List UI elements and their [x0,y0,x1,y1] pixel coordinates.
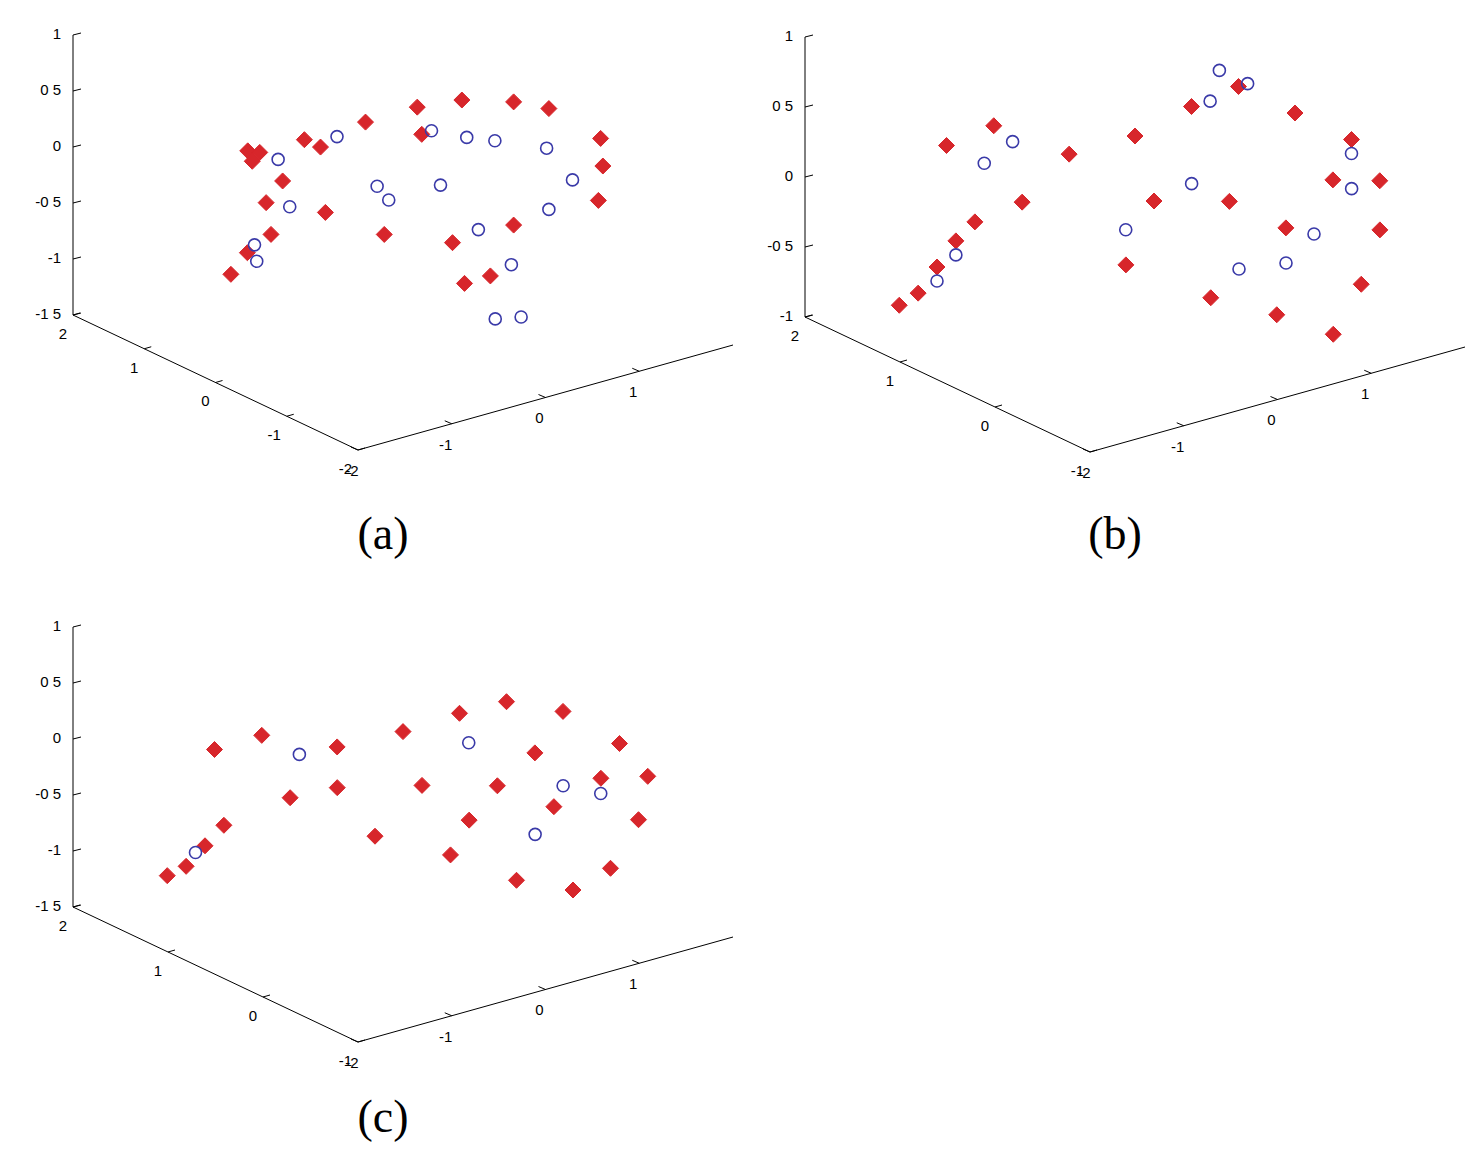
svg-text:1: 1 [130,359,138,376]
svg-text:0: 0 [53,729,61,746]
svg-text:0: 0 [535,409,543,426]
svg-text:-2: -2 [345,1054,358,1071]
svg-text:-0 5: -0 5 [767,237,793,254]
svg-text:1: 1 [53,25,61,42]
svg-text:1: 1 [154,962,162,979]
svg-text:-0 5: -0 5 [35,785,61,802]
svg-text:0: 0 [201,392,209,409]
svg-text:1: 1 [1361,385,1369,402]
svg-text:-1 5: -1 5 [35,305,61,322]
svg-text:0: 0 [785,167,793,184]
svg-text:0 5: 0 5 [772,97,793,114]
svg-text:-1 5: -1 5 [35,897,61,914]
html-text:(b): (b) [1088,508,1142,559]
svg-text:2: 2 [59,917,67,934]
html-text:(c): (c) [357,1091,409,1142]
svg-text:2: 2 [59,325,67,342]
svg-text:-0 5: -0 5 [35,193,61,210]
svg-text:1: 1 [629,383,637,400]
svg-text:1: 1 [886,372,894,389]
svg-text:0: 0 [1267,411,1275,428]
svg-text:1: 1 [53,617,61,634]
svg-text:-1: -1 [48,841,61,858]
svg-text:0 5: 0 5 [40,81,61,98]
svg-text:-1: -1 [439,436,452,453]
svg-text:2: 2 [791,327,799,344]
svg-text:-1: -1 [1171,438,1184,455]
svg-text:0: 0 [535,1001,543,1018]
svg-text:-1: -1 [780,307,793,324]
svg-text:0 5: 0 5 [40,673,61,690]
svg-text:-1: -1 [48,249,61,266]
svg-text:0: 0 [981,417,989,434]
html-text:(a): (a) [357,508,409,559]
svg-text:0: 0 [53,137,61,154]
svg-text:-1: -1 [267,426,280,443]
svg-text:1: 1 [785,27,793,44]
svg-text:-2: -2 [345,462,358,479]
svg-text:-2: -2 [1077,464,1090,481]
svg-text:-1: -1 [439,1028,452,1045]
svg-text:0: 0 [249,1007,257,1024]
svg-text:1: 1 [629,975,637,992]
